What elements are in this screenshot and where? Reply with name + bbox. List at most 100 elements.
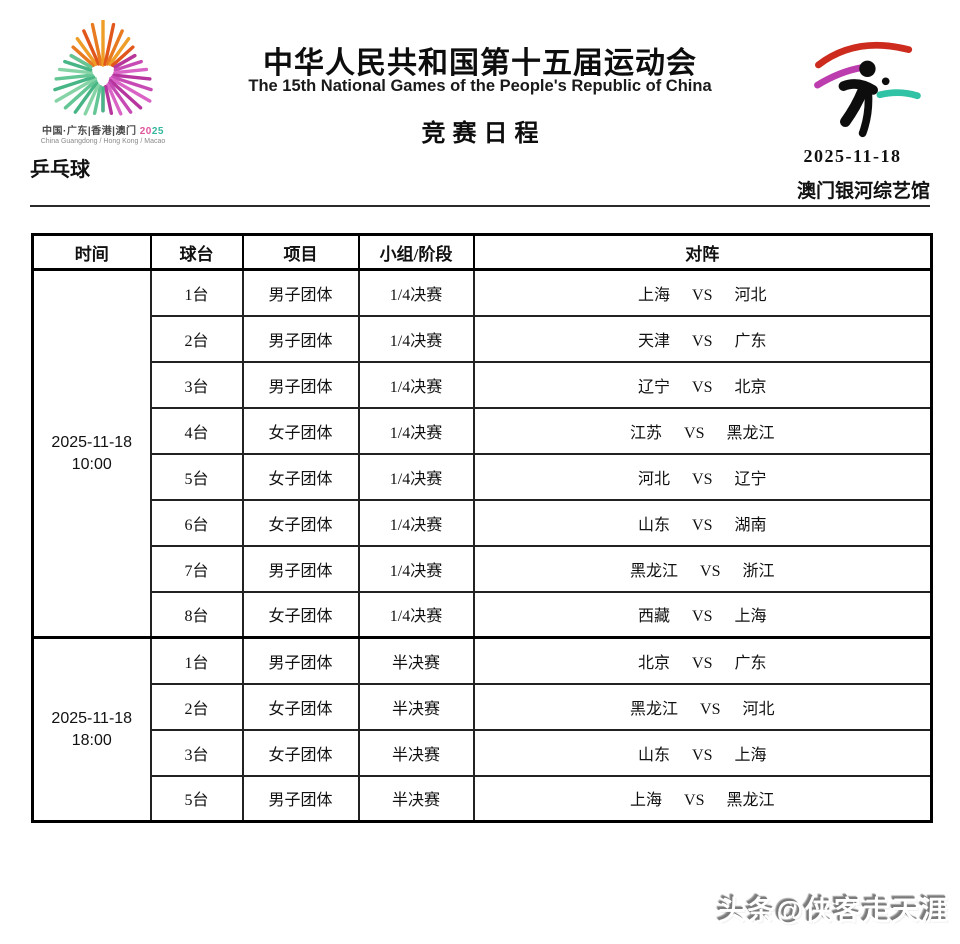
- col-header-match: 对阵: [472, 233, 933, 271]
- venue-label: 澳门银河综艺馆: [796, 181, 930, 202]
- stage-cell: 1/4决赛: [357, 544, 475, 593]
- event-cell: 男子团体: [241, 314, 360, 363]
- table-no-cell: 1台: [149, 636, 244, 685]
- vs-label: VS: [700, 562, 721, 580]
- table-header: 时间 球台 项目 小组/阶段 对阵: [31, 233, 933, 271]
- table-no-cell: 3台: [149, 360, 244, 409]
- home-team: 上海: [638, 286, 671, 304]
- schedule-title: 竞赛日程: [421, 120, 546, 147]
- vs-label: VS: [692, 516, 713, 534]
- table-row: 2台 男子团体 1/4决赛 天津 VS 广东: [33, 314, 933, 363]
- vs-label: VS: [692, 654, 713, 672]
- firework-emblem-icon: [53, 20, 153, 116]
- col-header-event: 项目: [241, 233, 360, 271]
- home-team: 黑龙江: [630, 562, 679, 580]
- vs-label: VS: [692, 332, 713, 350]
- table-row: 7台 男子团体 1/4决赛 黑龙江 VS 浙江: [33, 544, 933, 593]
- home-team: 黑龙江: [630, 700, 679, 718]
- match-cell: 河北 VS 辽宁: [472, 452, 933, 501]
- time-cell: 2025-11-18 10:00: [31, 268, 152, 639]
- vs-label: VS: [692, 746, 713, 764]
- home-team: 河北: [638, 470, 671, 488]
- home-team: 山东: [638, 746, 671, 764]
- emblem-year: 2025: [139, 126, 164, 137]
- col-header-table: 球台: [149, 233, 244, 271]
- event-cell: 女子团体: [241, 406, 360, 455]
- event-cell: 女子团体: [241, 682, 360, 731]
- vs-label: VS: [692, 378, 713, 396]
- away-team: 北京: [734, 378, 767, 396]
- table-row: 2台 女子团体 半决赛 黑龙江 VS 河北: [33, 682, 933, 731]
- event-cell: 男子团体: [241, 544, 360, 593]
- time-hour: 10:00: [71, 455, 112, 473]
- schedule-table: 时间 球台 项目 小组/阶段 对阵 2025-11-18 10:00 1台 男子团体 1…: [31, 233, 933, 823]
- vs-label: VS: [700, 700, 721, 718]
- stage-cell: 1/4决赛: [357, 406, 475, 455]
- away-team: 河北: [734, 286, 767, 304]
- stage-cell: 1/4决赛: [357, 268, 475, 317]
- home-team: 山东: [638, 516, 671, 534]
- table-no-cell: 8台: [149, 590, 244, 639]
- event-cell: 男子团体: [241, 774, 360, 823]
- vs-label: VS: [692, 608, 713, 626]
- table-row: 3台 女子团体 半决赛 山东 VS 上海: [33, 728, 933, 777]
- time-hour: 18:00: [71, 731, 112, 749]
- stage-cell: 1/4决赛: [357, 452, 475, 501]
- match-cell: 北京 VS 广东: [472, 636, 933, 685]
- table-tennis-pictogram: [803, 30, 928, 153]
- table-no-cell: 2台: [149, 682, 244, 731]
- away-team: 湖南: [734, 516, 767, 534]
- away-team: 广东: [734, 654, 767, 672]
- home-team: 辽宁: [638, 378, 671, 396]
- col-header-time: 时间: [31, 233, 152, 271]
- match-cell: 辽宁 VS 北京: [472, 360, 933, 409]
- match-cell: 山东 VS 上海: [472, 728, 933, 777]
- table-row: 6台 女子团体 1/4决赛 山东 VS 湖南: [33, 498, 933, 547]
- match-cell: 黑龙江 VS 浙江: [472, 544, 933, 593]
- stage-cell: 半决赛: [357, 682, 475, 731]
- away-team: 上海: [734, 746, 767, 764]
- table-no-cell: 2台: [149, 314, 244, 363]
- home-team: 北京: [638, 654, 671, 672]
- table-no-cell: 3台: [149, 728, 244, 777]
- match-cell: 江苏 VS 黑龙江: [472, 406, 933, 455]
- away-team: 上海: [734, 608, 767, 626]
- away-team: 辽宁: [734, 470, 767, 488]
- vs-label: VS: [684, 792, 705, 810]
- table-no-cell: 1台: [149, 268, 244, 317]
- table-no-cell: 7台: [149, 544, 244, 593]
- emblem-caption-en: China Guangdong / Hong Kong / Macao: [40, 138, 166, 145]
- stage-cell: 1/4决赛: [357, 360, 475, 409]
- time-cell: 2025-11-18 18:00: [31, 636, 152, 823]
- header-divider: [30, 205, 930, 207]
- event-cell: 女子团体: [241, 498, 360, 547]
- away-team: 河北: [742, 700, 775, 718]
- away-team: 广东: [734, 332, 767, 350]
- schedule-body: 2025-11-18 10:00 1台 男子团体 1/4决赛 上海 VS 河北 2台 男子团体 1/…: [31, 268, 933, 823]
- away-team: 浙江: [742, 562, 775, 580]
- match-cell: 黑龙江 VS 河北: [472, 682, 933, 731]
- col-header-stage: 小组/阶段: [357, 233, 475, 271]
- table-row: 2025-11-18 10:00 1台 男子团体 1/4决赛 上海 VS 河北: [31, 268, 933, 639]
- watermark: 头条@侠客走天涯: [718, 896, 950, 926]
- time-date: 2025-11-18: [51, 433, 133, 451]
- table-no-cell: 4台: [149, 406, 244, 455]
- event-date: 2025-11-18: [803, 146, 902, 166]
- table-row: 2025-11-18 18:00 1台 男子团体 半决赛 北京 VS 广东: [31, 636, 933, 823]
- stage-cell: 半决赛: [357, 728, 475, 777]
- match-cell: 上海 VS 黑龙江: [472, 774, 933, 823]
- table-no-cell: 5台: [149, 452, 244, 501]
- stage-cell: 半决赛: [357, 636, 475, 685]
- emblem-caption-cn: 中国·广东|香港|澳门 2025: [28, 122, 178, 137]
- match-cell: 天津 VS 广东: [472, 314, 933, 363]
- home-team: 西藏: [638, 608, 671, 626]
- vs-label: VS: [692, 286, 713, 304]
- table-no-cell: 6台: [149, 498, 244, 547]
- stage-cell: 1/4决赛: [357, 498, 475, 547]
- table-row: 3台 男子团体 1/4决赛 辽宁 VS 北京: [33, 360, 933, 409]
- table-row: 5台 男子团体 半决赛 上海 VS 黑龙江: [33, 774, 933, 823]
- home-team: 江苏: [630, 424, 663, 442]
- vs-label: VS: [684, 424, 705, 442]
- home-team: 天津: [638, 332, 671, 350]
